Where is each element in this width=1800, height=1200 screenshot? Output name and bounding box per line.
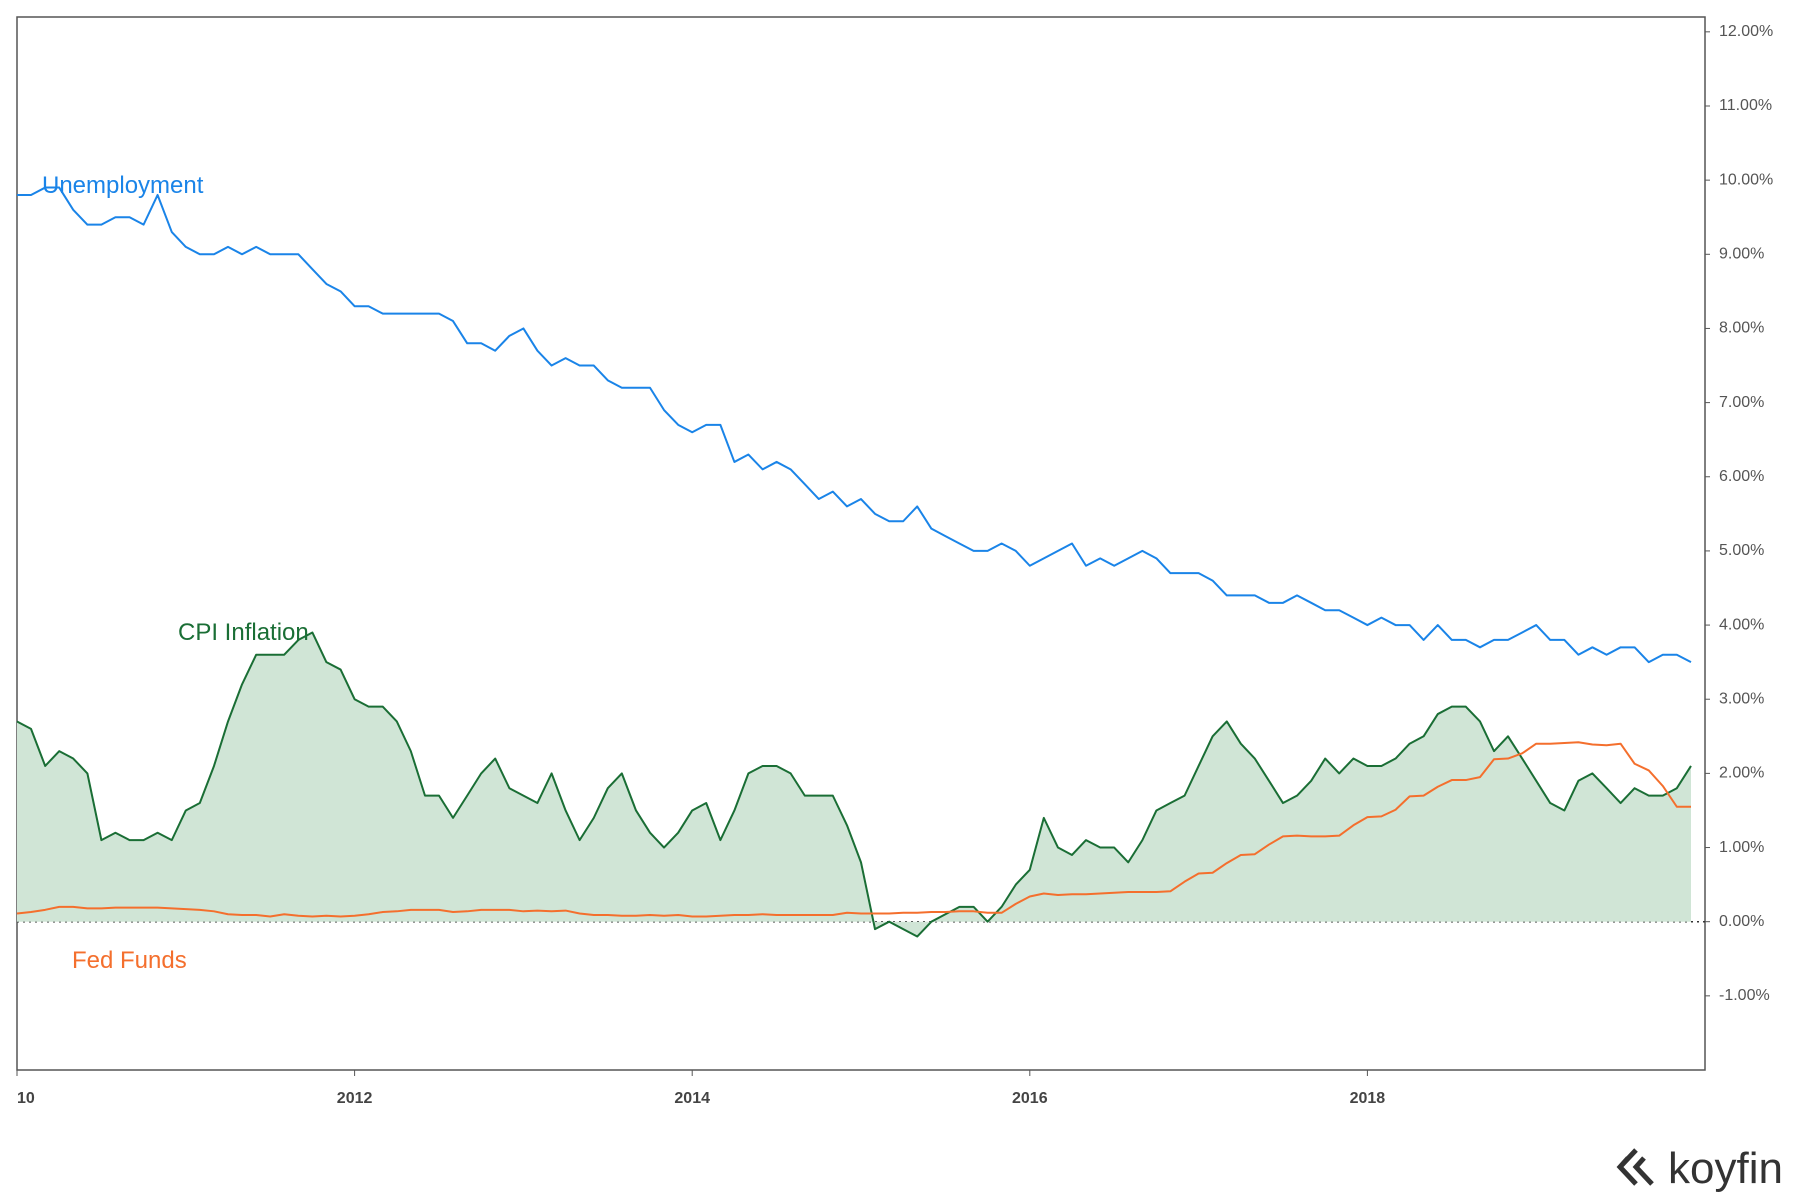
brand-logo: koyfin: [1616, 1144, 1783, 1193]
x-tick-label: 10: [17, 1090, 35, 1107]
y-tick-label: 12.00%: [1719, 23, 1773, 40]
y-tick-label: 2.00%: [1719, 765, 1764, 782]
area: [17, 632, 1691, 937]
y-tick-label: 5.00%: [1719, 542, 1764, 559]
series-label: Fed Funds: [72, 947, 187, 974]
y-tick-label: 11.00%: [1719, 97, 1772, 114]
x-tick-label: 2012: [337, 1090, 373, 1107]
y-tick-label: -1.00%: [1719, 987, 1770, 1004]
y-tick-label: 10.00%: [1719, 171, 1773, 188]
line: [16, 741, 1691, 918]
x-tick-label: 2016: [1012, 1090, 1048, 1107]
series-label: Unemployment: [42, 172, 204, 199]
x-tick-label: 2014: [674, 1090, 710, 1107]
line: [16, 631, 1692, 938]
y-tick-label: 1.00%: [1719, 839, 1764, 856]
x-tick-label: 2018: [1350, 1090, 1386, 1107]
y-tick-label: 9.00%: [1719, 246, 1764, 263]
logo-icon: [1616, 1148, 1654, 1186]
y-tick-label: 8.00%: [1719, 320, 1764, 337]
plot-frame: [16, 16, 1706, 1071]
line: [17, 186, 1692, 664]
y-tick-label: 3.00%: [1719, 690, 1764, 707]
y-tick-label: 4.00%: [1719, 616, 1764, 633]
logo-text: koyfin: [1668, 1144, 1783, 1193]
y-tick-label: 6.00%: [1719, 468, 1764, 485]
series-label: CPI Inflation: [178, 619, 309, 646]
y-tick-label: 0.00%: [1719, 913, 1764, 930]
y-tick-label: 7.00%: [1719, 394, 1764, 411]
